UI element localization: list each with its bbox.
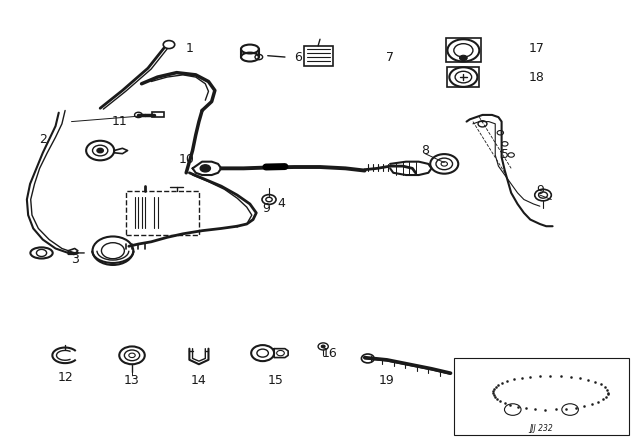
Text: 1: 1 — [186, 42, 193, 55]
Text: 19: 19 — [379, 374, 395, 387]
Text: 9: 9 — [536, 184, 544, 197]
Text: 5: 5 — [500, 148, 509, 161]
Text: 8: 8 — [421, 144, 429, 157]
Bar — [304, 46, 333, 66]
Circle shape — [97, 148, 103, 153]
Text: 15: 15 — [268, 374, 284, 387]
Text: 18: 18 — [529, 71, 545, 84]
Bar — [446, 39, 481, 62]
Text: 11: 11 — [111, 115, 127, 128]
Bar — [152, 112, 164, 117]
Text: 2: 2 — [39, 133, 47, 146]
Text: 6: 6 — [294, 51, 301, 64]
Circle shape — [321, 345, 325, 348]
Text: 14: 14 — [191, 374, 207, 387]
Circle shape — [134, 112, 142, 117]
Bar — [447, 67, 479, 87]
Text: 4: 4 — [278, 198, 285, 211]
Text: 17: 17 — [529, 42, 545, 55]
Text: 3: 3 — [71, 253, 79, 266]
Text: 16: 16 — [322, 347, 337, 360]
Circle shape — [460, 55, 467, 60]
Text: 12: 12 — [57, 371, 73, 384]
Text: 10: 10 — [179, 153, 194, 166]
Bar — [125, 190, 199, 235]
Text: 13: 13 — [124, 374, 140, 387]
Bar — [454, 358, 629, 435]
Text: JJJ 232: JJJ 232 — [529, 424, 554, 433]
Text: 7: 7 — [386, 51, 394, 64]
Circle shape — [200, 165, 211, 172]
Text: 9: 9 — [262, 202, 270, 215]
